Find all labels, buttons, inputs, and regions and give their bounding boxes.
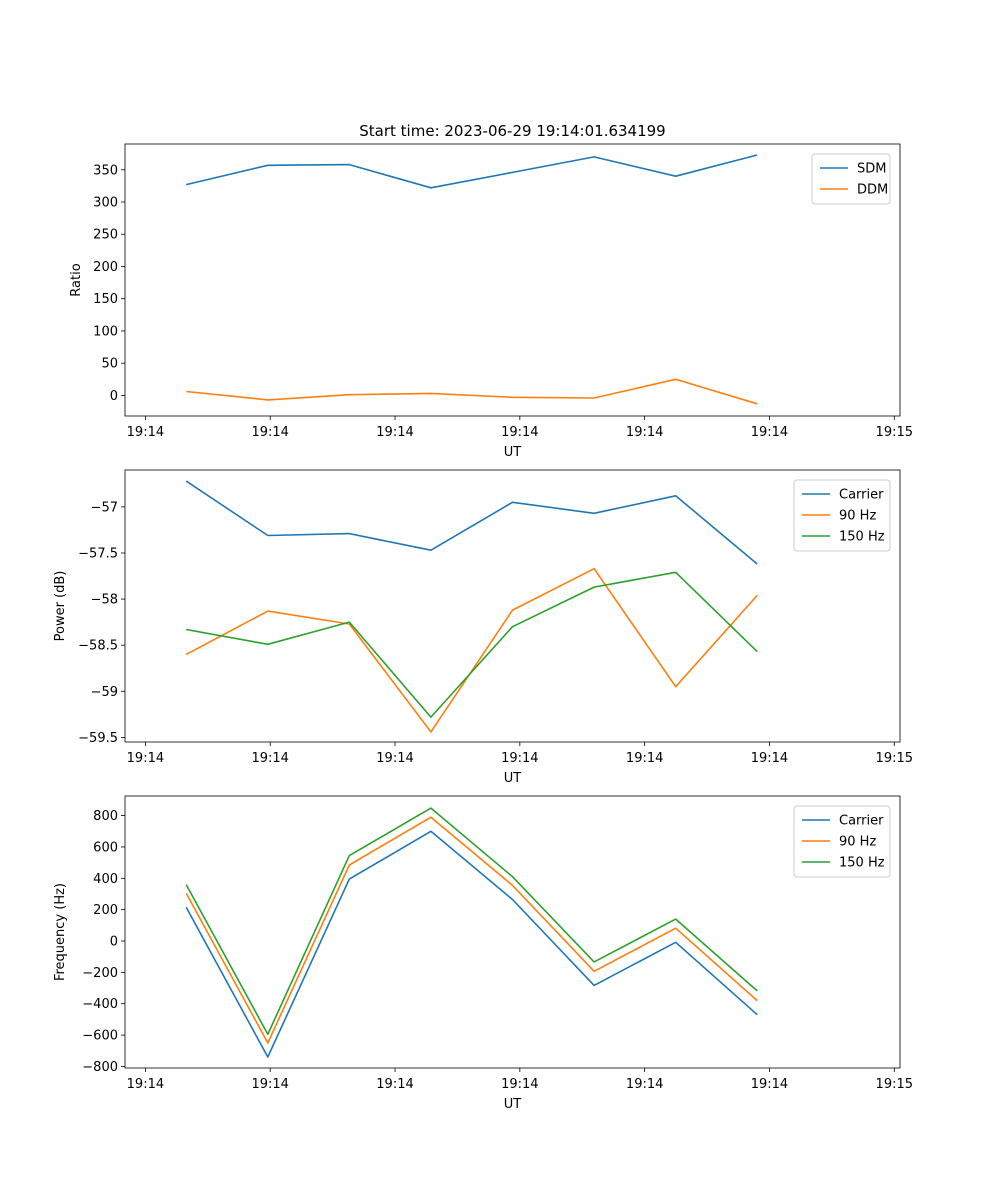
x-tick-label: 19:14: [501, 1077, 538, 1092]
y-tick-label: −800: [82, 1060, 118, 1075]
x-tick-label: 19:14: [376, 751, 413, 766]
legend-label: 90 Hz: [839, 835, 876, 850]
y-tick-label: 400: [93, 872, 118, 887]
y-tick-label: −200: [82, 966, 118, 981]
y-tick-label: −59: [91, 685, 118, 700]
legend-label: Carrier: [839, 814, 884, 829]
legend-label: 150 Hz: [839, 856, 885, 871]
chart-panel-3: 19:14 19:14 19:14 19:14 19:14 19:14 19:15 −800 −…: [53, 795, 913, 1112]
legend: SDM DDM: [811, 153, 891, 205]
legend-box: [793, 479, 891, 552]
x-tick-label: 19:14: [626, 751, 663, 766]
chart-panel-1: 19:14 19:14 19:14 19:14 19:14 19:14 19:15 0 50 10…: [69, 143, 913, 460]
series-line-90-hz: [185, 567, 758, 733]
y-tick-label: 350: [93, 163, 118, 178]
x-tick-label: 19:15: [876, 751, 913, 766]
x-axis-label: UT: [504, 1097, 522, 1112]
x-tick-label: 19:14: [501, 425, 538, 440]
x-tick-label: 19:14: [376, 425, 413, 440]
x-tick-label: 19:14: [251, 1077, 288, 1092]
y-tick-label: 200: [93, 260, 118, 275]
legend-box: [811, 153, 891, 205]
legend-label: 150 Hz: [839, 530, 885, 545]
series-line-150-hz: [186, 571, 758, 718]
y-axis-label: Ratio: [69, 263, 84, 296]
y-axis-label: Frequency (Hz): [53, 883, 68, 981]
x-tick-label: 19:14: [751, 751, 788, 766]
y-tick-label: −57.5: [78, 546, 118, 561]
series-line-sdm: [186, 154, 758, 189]
y-tick-label: −400: [82, 997, 118, 1012]
y-tick-label: 200: [93, 903, 118, 918]
y-tick-label: −58: [91, 593, 118, 608]
x-tick-label: 19:15: [876, 425, 913, 440]
y-tick-label: 800: [93, 809, 118, 824]
axes-frame: [124, 795, 901, 1069]
legend-label: DDM: [857, 183, 888, 198]
series-line-150-hz: [185, 807, 758, 1036]
y-tick-label: 250: [93, 228, 118, 243]
x-tick-label: 19:14: [626, 425, 663, 440]
x-tick-label: 19:14: [251, 425, 288, 440]
y-tick-label: 0: [110, 389, 118, 404]
x-tick-label: 19:15: [876, 1077, 913, 1092]
series-line-ddm: [186, 378, 758, 405]
x-tick-label: 19:14: [501, 751, 538, 766]
y-tick-label: 300: [93, 196, 118, 211]
chart-panel-2: 19:14 19:14 19:14 19:14 19:14 19:14 19:15 −59.5…: [53, 469, 913, 786]
x-tick-label: 19:14: [251, 751, 288, 766]
legend: Carrier 90 Hz 150 Hz: [793, 805, 891, 878]
legend-label: SDM: [857, 162, 886, 177]
y-tick-label: 50: [101, 357, 118, 372]
y-axis-label: Power (dB): [53, 571, 68, 642]
y-tick-label: 600: [93, 840, 118, 855]
axes-frame: [124, 469, 901, 743]
y-tick-label: 150: [93, 292, 118, 307]
series-line-carrier: [185, 480, 758, 565]
x-tick-label: 19:14: [127, 751, 164, 766]
x-tick-label: 19:14: [751, 1077, 788, 1092]
x-axis-label: UT: [504, 771, 522, 786]
legend-label: 90 Hz: [839, 509, 876, 524]
figure-title: Start time: 2023-06-29 19:14:01.634199: [359, 122, 665, 140]
legend: Carrier 90 Hz 150 Hz: [793, 479, 891, 552]
legend-box: [793, 805, 891, 878]
legend-label: Carrier: [839, 488, 884, 503]
x-axis-label: UT: [504, 445, 522, 460]
x-tick-label: 19:14: [127, 1077, 164, 1092]
series-line-carrier: [185, 830, 758, 1058]
x-tick-label: 19:14: [626, 1077, 663, 1092]
x-tick-label: 19:14: [127, 425, 164, 440]
y-tick-label: −600: [82, 1029, 118, 1044]
y-tick-label: 0: [110, 935, 118, 950]
y-tick-label: −58.5: [78, 639, 118, 654]
y-tick-label: −57: [91, 500, 118, 515]
x-tick-label: 19:14: [751, 425, 788, 440]
axes-frame: [124, 143, 901, 417]
y-tick-label: −59.5: [78, 731, 118, 746]
x-tick-label: 19:14: [376, 1077, 413, 1092]
y-tick-label: 100: [93, 324, 118, 339]
series-line-90-hz: [185, 816, 758, 1044]
